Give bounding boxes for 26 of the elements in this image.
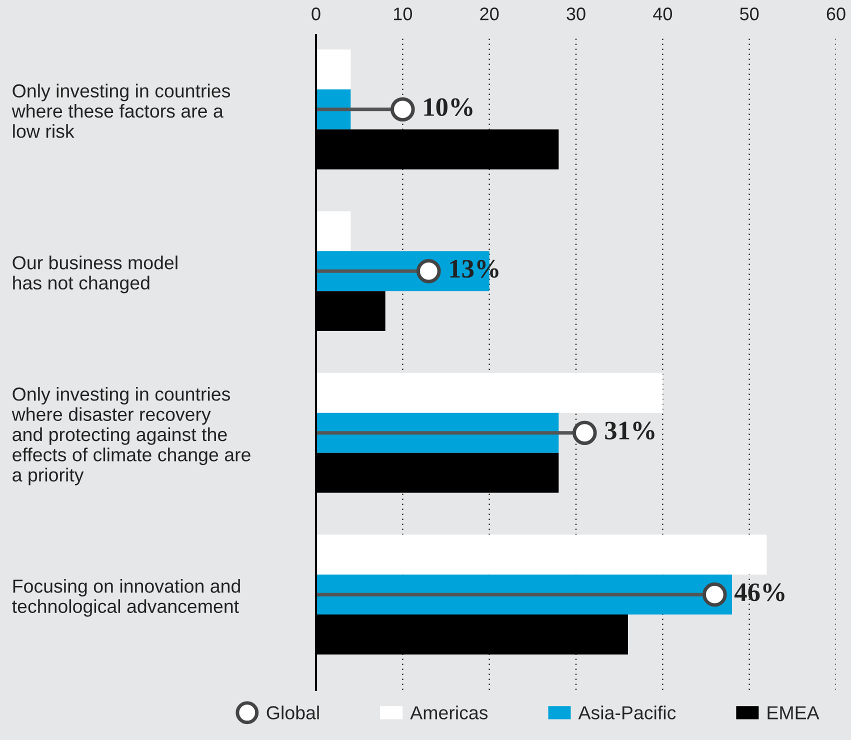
x-tick-label: 0 (312, 8, 320, 20)
legend-label: Asia-Pacific (578, 706, 676, 720)
y-tick-label: Our business model has not changed (12, 256, 178, 294)
legend-label: Americas (410, 706, 488, 720)
legend-label: EMEA (768, 706, 820, 720)
x-tick-label: 60 (826, 8, 846, 20)
data-label: 10% (424, 98, 472, 116)
legend-label: Global (266, 706, 319, 720)
x-tick-label: 20 (480, 8, 499, 20)
x-tick-label: 50 (740, 8, 759, 20)
bar (316, 49, 351, 90)
bar (316, 372, 663, 413)
point (702, 582, 727, 607)
y-tick-label: Only investing in countries where these factors are a low risk (12, 84, 230, 138)
y-tick-label: Only investing in countries where disaster recovery and protecting against the effects of climate change are a priority (12, 387, 250, 486)
point (572, 420, 597, 446)
bar (316, 534, 767, 575)
data-label: 46% (734, 583, 784, 602)
point (416, 258, 441, 284)
x-tick-label: 10 (394, 8, 412, 20)
x-tick-label: 30 (566, 8, 586, 20)
point (390, 97, 415, 122)
y-tick-label: Focusing on innovation and technological advancement (12, 579, 240, 617)
bar (316, 211, 351, 252)
data-label: 31% (605, 422, 654, 440)
x-tick-label: 40 (653, 8, 672, 20)
